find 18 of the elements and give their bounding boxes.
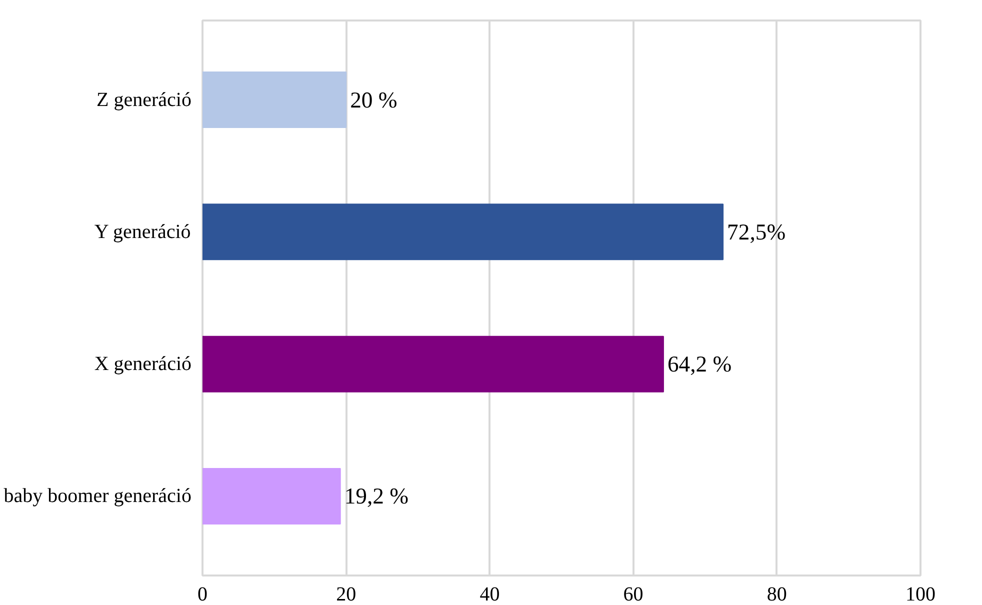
data-label: 64,2 % bbox=[667, 352, 732, 377]
data-label: 19,2 % bbox=[344, 484, 409, 509]
bar bbox=[202, 204, 724, 260]
data-label: 72,5% bbox=[727, 219, 786, 244]
data-label: 20 % bbox=[350, 87, 398, 112]
x-tick-label: 80 bbox=[766, 584, 787, 605]
y-tick-label: X generáció bbox=[94, 353, 192, 376]
x-tick-label: 0 bbox=[198, 584, 208, 605]
bar bbox=[202, 336, 664, 392]
y-tick-label: Y generáció bbox=[94, 220, 191, 243]
y-tick-label: baby boomer generáció bbox=[4, 485, 192, 508]
x-tick-label: 20 bbox=[336, 584, 356, 605]
bar bbox=[202, 468, 341, 524]
x-tick-label: 60 bbox=[623, 584, 644, 605]
y-tick-label: Z generáció bbox=[96, 88, 192, 111]
bar bbox=[202, 72, 347, 128]
x-tick-label: 40 bbox=[480, 584, 500, 605]
x-tick-label: 100 bbox=[906, 584, 936, 605]
